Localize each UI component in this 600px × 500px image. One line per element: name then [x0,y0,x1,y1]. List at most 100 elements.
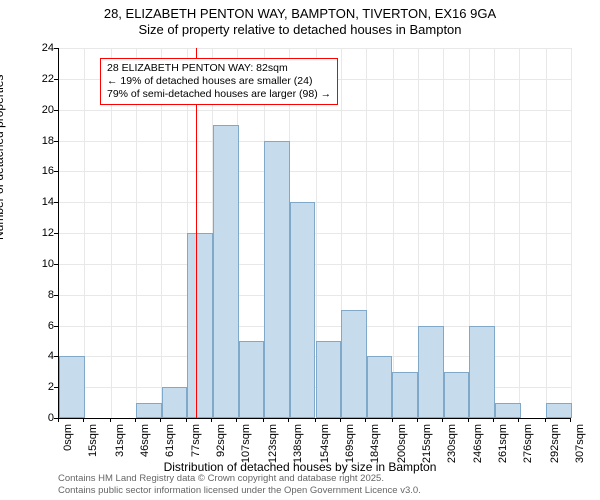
y-tick-mark [54,387,58,388]
histogram-bar [187,233,213,418]
x-tick-label: 169sqm [344,424,356,464]
x-tick-mark [315,418,316,422]
x-tick-mark [365,418,366,422]
histogram-bar [469,326,495,419]
x-tick-mark [518,418,519,422]
gridline-v [546,48,547,418]
x-tick-mark [83,418,84,422]
x-tick-mark [392,418,393,422]
x-tick-label: 61sqm [164,424,176,464]
x-tick-label: 46sqm [139,424,151,464]
x-tick-label: 246sqm [472,424,484,464]
histogram-bar [418,326,444,419]
y-tick-mark [54,141,58,142]
x-tick-label: 31sqm [114,424,126,464]
footer-line-1: Contains HM Land Registry data © Crown c… [58,473,421,484]
x-tick-mark [135,418,136,422]
chart-title-address: 28, ELIZABETH PENTON WAY, BAMPTON, TIVER… [0,6,600,21]
y-tick-label: 6 [14,320,54,332]
x-tick-mark [58,418,59,422]
chart-subtitle: Size of property relative to detached ho… [0,22,600,37]
x-tick-label: 92sqm [215,424,227,464]
x-tick-mark [110,418,111,422]
x-tick-mark [236,418,237,422]
x-tick-mark [468,418,469,422]
histogram-bar [316,341,342,418]
x-tick-label: 292sqm [549,424,561,464]
histogram-bar [392,372,418,418]
title-block: 28, ELIZABETH PENTON WAY, BAMPTON, TIVER… [0,0,600,37]
x-tick-mark [211,418,212,422]
histogram-bar [213,125,239,418]
x-tick-mark [493,418,494,422]
y-tick-label: 10 [14,258,54,270]
y-tick-label: 24 [14,42,54,54]
x-tick-label: 184sqm [369,424,381,464]
y-tick-mark [54,233,58,234]
x-tick-mark [340,418,341,422]
x-tick-mark [263,418,264,422]
footer-attribution: Contains HM Land Registry data © Crown c… [58,473,421,496]
histogram-bar [290,202,316,418]
y-tick-label: 14 [14,196,54,208]
y-tick-mark [54,356,58,357]
x-tick-label: 276sqm [522,424,534,464]
y-tick-label: 4 [14,350,54,362]
y-tick-label: 22 [14,73,54,85]
x-tick-label: 77sqm [190,424,202,464]
x-tick-label: 261sqm [497,424,509,464]
histogram-bar [341,310,367,418]
histogram-bar [546,403,572,418]
x-tick-label: 230sqm [446,424,458,464]
y-tick-label: 20 [14,104,54,116]
y-tick-mark [54,171,58,172]
y-tick-label: 16 [14,165,54,177]
x-tick-label: 0sqm [62,424,74,464]
x-tick-mark [545,418,546,422]
x-tick-label: 154sqm [319,424,331,464]
x-tick-mark [160,418,161,422]
annotation-box: 28 ELIZABETH PENTON WAY: 82sqm ← 19% of … [100,58,338,105]
histogram-bar [367,356,393,418]
y-tick-label: 2 [14,381,54,393]
x-tick-label: 307sqm [574,424,586,464]
histogram-bar [136,403,162,418]
x-tick-label: 138sqm [292,424,304,464]
x-tick-mark [442,418,443,422]
y-tick-mark [54,295,58,296]
y-tick-mark [54,48,58,49]
chart-container: 28, ELIZABETH PENTON WAY, BAMPTON, TIVER… [0,0,600,500]
histogram-bar [495,403,521,418]
y-axis-label: Number of detached properties [0,75,6,240]
y-tick-label: 0 [14,412,54,424]
y-tick-mark [54,264,58,265]
histogram-bar [162,387,188,418]
y-tick-mark [54,326,58,327]
x-tick-mark [570,418,571,422]
annotation-smaller: ← 19% of detached houses are smaller (24… [107,75,331,88]
gridline-v [393,48,394,418]
x-tick-mark [288,418,289,422]
gridline-v [571,48,572,418]
histogram-bar [239,341,265,418]
footer-line-2: Contains public sector information licen… [58,485,421,496]
annotation-property: 28 ELIZABETH PENTON WAY: 82sqm [107,62,331,75]
annotation-larger: 79% of semi-detached houses are larger (… [107,88,331,101]
x-tick-label: 123sqm [267,424,279,464]
histogram-bar [59,356,85,418]
x-tick-label: 107sqm [240,424,252,464]
y-tick-label: 18 [14,135,54,147]
x-tick-mark [417,418,418,422]
y-tick-mark [54,79,58,80]
y-tick-label: 8 [14,289,54,301]
y-tick-mark [54,110,58,111]
y-tick-label: 12 [14,227,54,239]
x-tick-label: 200sqm [396,424,408,464]
x-tick-label: 15sqm [87,424,99,464]
histogram-bar [264,141,290,419]
histogram-bar [444,372,470,418]
x-tick-mark [186,418,187,422]
gridline-v [519,48,520,418]
x-tick-label: 215sqm [421,424,433,464]
y-tick-mark [54,202,58,203]
